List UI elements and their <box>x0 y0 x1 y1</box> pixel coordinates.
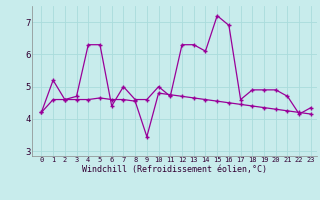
X-axis label: Windchill (Refroidissement éolien,°C): Windchill (Refroidissement éolien,°C) <box>82 165 267 174</box>
